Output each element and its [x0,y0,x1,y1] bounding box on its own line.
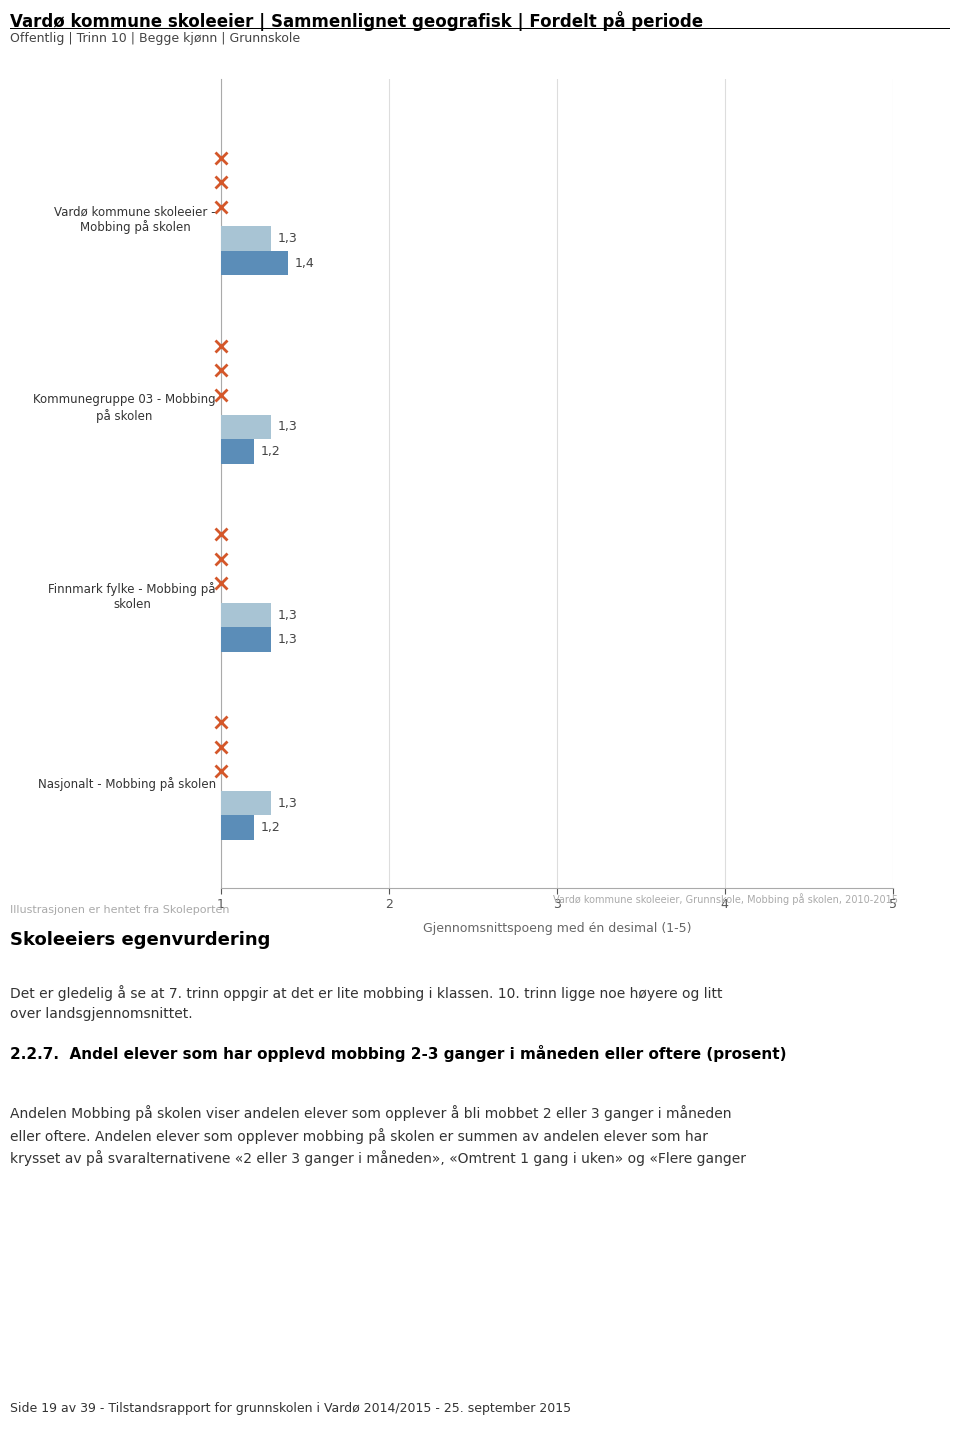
Text: Det er gledelig å se at 7. trinn oppgir at det er lite mobbing i klassen. 10. tr: Det er gledelig å se at 7. trinn oppgir … [10,985,722,1021]
Text: Vardø kommune skoleeier | Sammenlignet geografisk | Fordelt på periode: Vardø kommune skoleeier | Sammenlignet g… [10,11,703,32]
Text: Skoleeiers egenvurdering: Skoleeiers egenvurdering [10,931,270,949]
Text: 1,2: 1,2 [261,821,281,833]
Bar [221,226,272,251]
Text: 1,2: 1,2 [261,445,281,458]
Text: Finnmark fylke - Mobbing på
skolen: Finnmark fylke - Mobbing på skolen [49,581,216,610]
Bar [221,790,272,815]
Text: Side 19 av 39 - Tilstandsrapport for grunnskolen i Vardø 2014/2015 - 25. septemb: Side 19 av 39 - Tilstandsrapport for gru… [10,1402,571,1415]
Bar [221,440,254,464]
Text: Vardø kommune skoleeier, Grunnskole, Mobbing på skolen, 2010-2015: Vardø kommune skoleeier, Grunnskole, Mob… [553,894,898,905]
Text: 1,3: 1,3 [278,421,298,434]
Text: Offentlig | Trinn 10 | Begge kjønn | Grunnskole: Offentlig | Trinn 10 | Begge kjønn | Gru… [10,32,300,44]
Text: Kommunegruppe 03 - Mobbing
på skolen: Kommunegruppe 03 - Mobbing på skolen [34,394,216,422]
Text: Vardø kommune skoleeier -
Mobbing på skolen: Vardø kommune skoleeier - Mobbing på sko… [55,205,216,235]
Text: 1,3: 1,3 [278,796,298,809]
Text: Andelen Mobbing på skolen viser andelen elever som opplever å bli mobbet 2 eller: Andelen Mobbing på skolen viser andelen … [10,1106,746,1166]
Text: 1,3: 1,3 [278,232,298,245]
Bar [221,251,288,275]
Text: 2.2.7.  Andel elever som har opplevd mobbing 2-3 ganger i måneden eller oftere (: 2.2.7. Andel elever som har opplevd mobb… [10,1045,786,1063]
Bar [221,627,272,652]
Bar [221,815,254,839]
Bar [221,415,272,440]
Text: Nasjonalt - Mobbing på skolen: Nasjonalt - Mobbing på skolen [37,778,216,792]
Text: Illustrasjonen er hentet fra Skoleporten: Illustrasjonen er hentet fra Skoleporten [10,905,229,915]
Text: 1,3: 1,3 [278,633,298,646]
Bar [221,603,272,627]
Text: 1,4: 1,4 [295,256,315,269]
Text: 1,3: 1,3 [278,609,298,621]
X-axis label: Gjennomsnittspoeng med én desimal (1-5): Gjennomsnittspoeng med én desimal (1-5) [422,922,691,935]
